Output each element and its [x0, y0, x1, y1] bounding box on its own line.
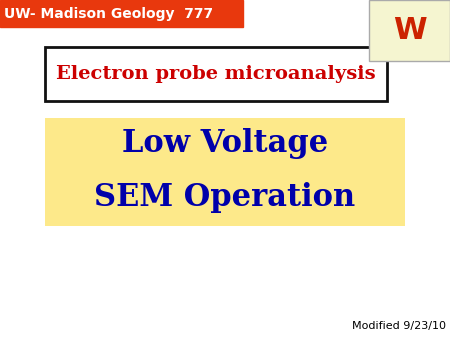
Text: Low Voltage: Low Voltage	[122, 128, 328, 159]
Text: Electron probe microanalysis: Electron probe microanalysis	[56, 65, 376, 83]
Text: SEM Operation: SEM Operation	[94, 182, 356, 213]
FancyBboxPatch shape	[45, 47, 387, 101]
Text: W: W	[393, 16, 426, 45]
Text: UW- Madison Geology  777: UW- Madison Geology 777	[4, 6, 214, 21]
FancyBboxPatch shape	[45, 118, 405, 226]
Text: Modified 9/23/10: Modified 9/23/10	[351, 321, 446, 331]
FancyBboxPatch shape	[0, 0, 243, 27]
FancyBboxPatch shape	[369, 0, 450, 61]
